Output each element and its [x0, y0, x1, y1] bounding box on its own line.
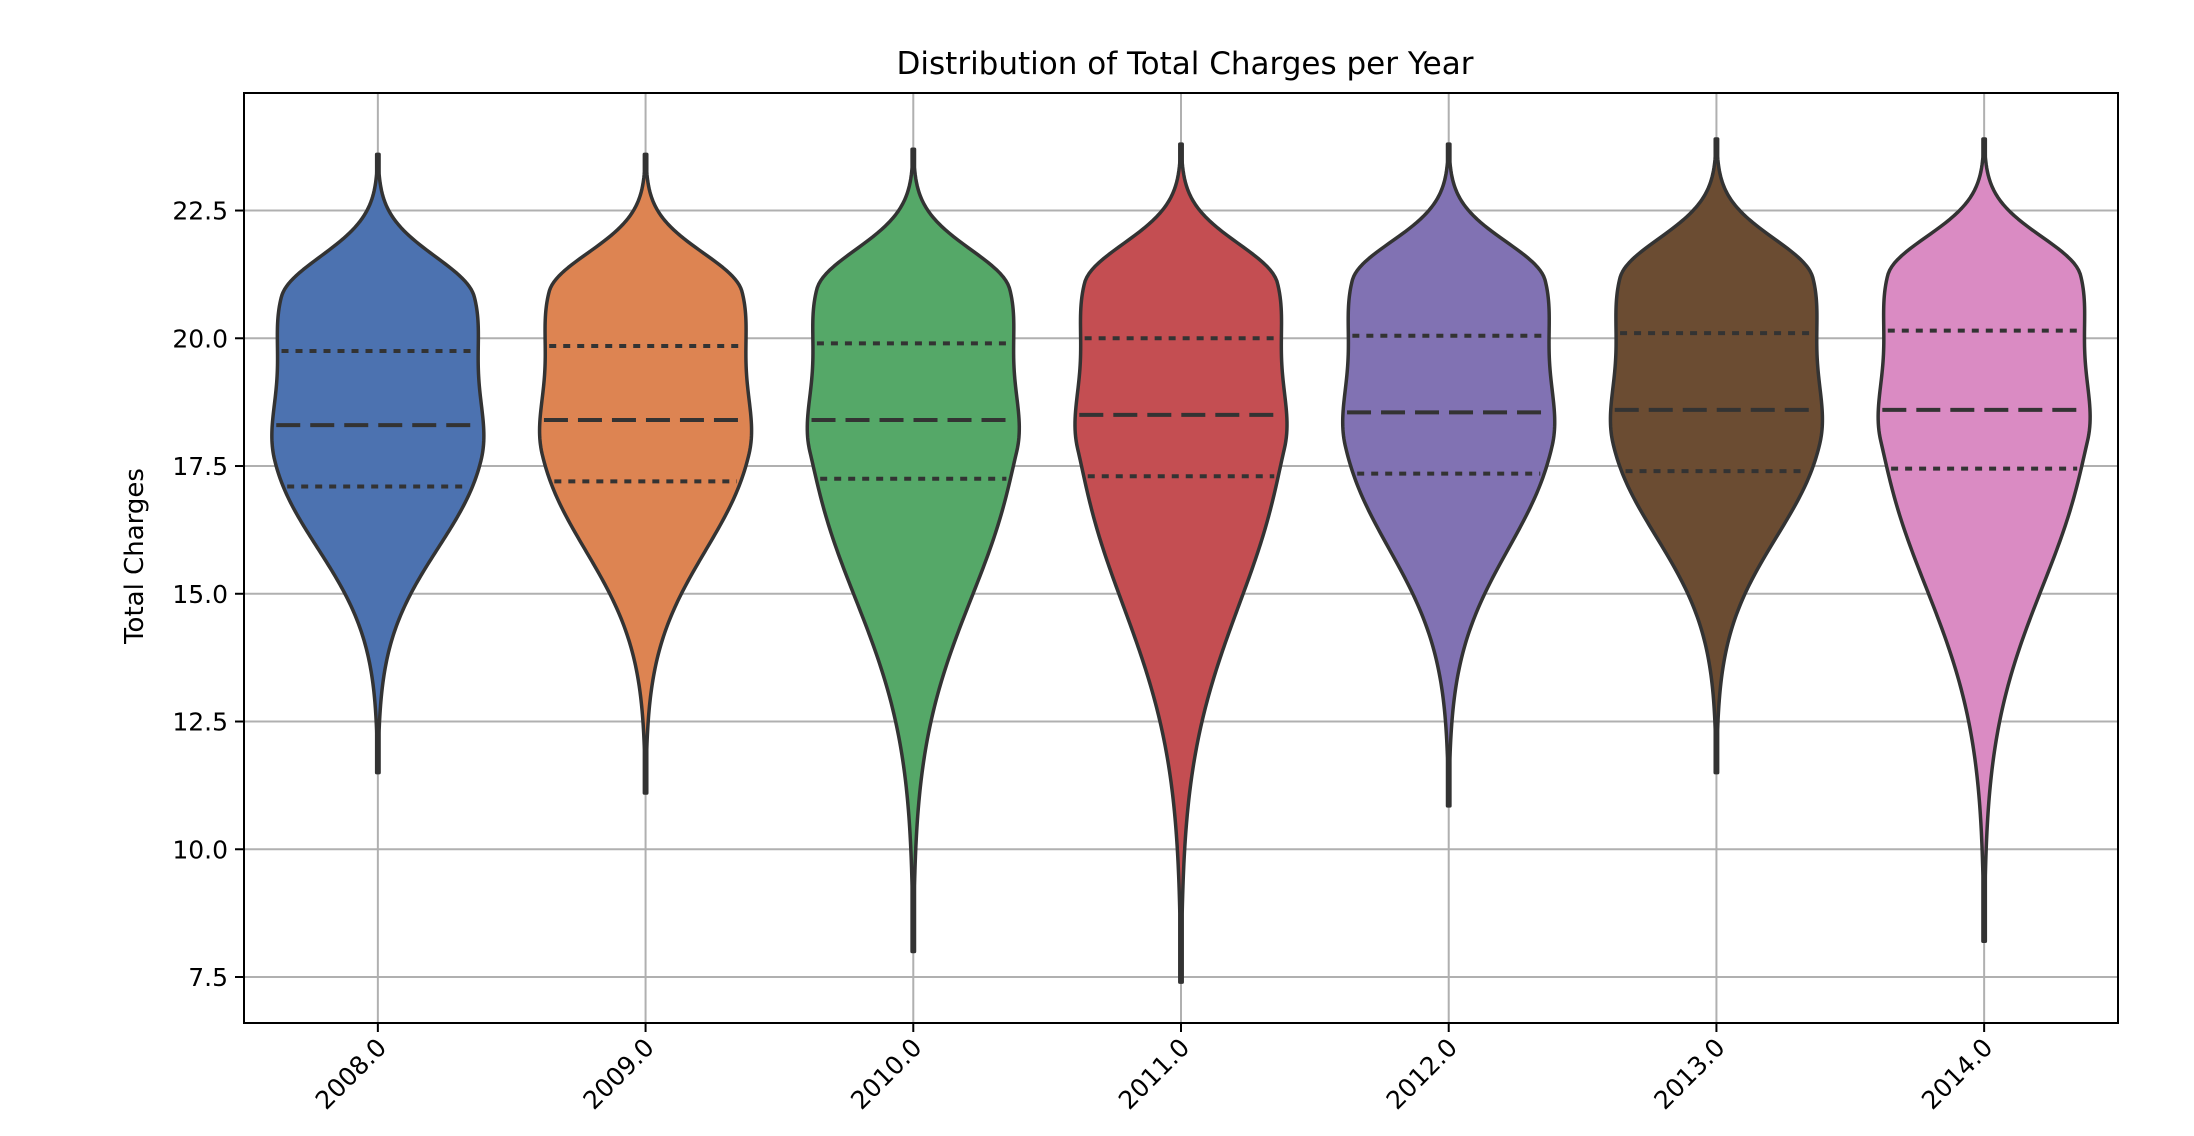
violin-2012.0	[1340, 142, 1557, 808]
violin-body	[1608, 137, 1825, 775]
violin-2011.0	[1073, 142, 1289, 984]
y-tick-label: 22.5	[172, 197, 228, 226]
y-axis-label: Total Charges	[120, 468, 150, 645]
x-tick-label: 2008.0	[310, 1033, 392, 1115]
violin-2009.0	[537, 152, 754, 795]
x-tick-label: 2011.0	[1113, 1033, 1195, 1115]
y-tick-label: 12.5	[172, 708, 228, 737]
x-tick-label: 2010.0	[845, 1033, 927, 1115]
y-tick-label: 15.0	[172, 580, 228, 609]
violin-body	[1073, 142, 1289, 984]
violin-body	[805, 147, 1022, 954]
violin-2013.0	[1608, 137, 1825, 775]
y-tick-label: 17.5	[172, 452, 228, 481]
x-tick-label: 2012.0	[1381, 1033, 1463, 1115]
violin-body	[270, 152, 486, 775]
violins	[270, 137, 2092, 984]
violin-2008.0	[270, 152, 486, 775]
chart-title: Distribution of Total Charges per Year	[897, 46, 1474, 82]
violin-body	[1876, 137, 2092, 943]
x-tick-label: 2013.0	[1648, 1033, 1730, 1115]
violin-body	[1340, 142, 1557, 808]
violin-body	[537, 152, 754, 795]
x-tick-label: 2009.0	[577, 1033, 659, 1115]
x-axis: 2008.0 2009.0 2010.0 2011.0 2012.0 2013.0 2014…	[310, 1023, 1998, 1115]
x-tick-label: 2014.0	[1916, 1033, 1998, 1115]
violin-2014.0	[1876, 137, 2092, 943]
y-tick-label: 7.5	[188, 963, 228, 992]
y-axis: 7.5 10.0 12.5 15.0 17.5 20.0 22.5	[172, 197, 244, 992]
y-tick-label: 20.0	[172, 324, 228, 353]
violin-2010.0	[805, 147, 1022, 954]
y-tick-label: 10.0	[172, 835, 228, 864]
